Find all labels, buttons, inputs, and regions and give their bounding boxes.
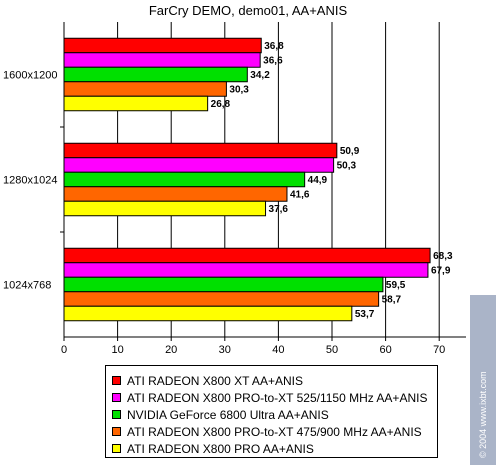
data-label: 50,9 <box>340 146 360 157</box>
bars <box>63 37 431 322</box>
x-tick-label: 0 <box>61 344 67 356</box>
bar <box>63 171 306 188</box>
legend-label: ATI RADEON X800 PRO-to-XT 525/1150 MHz A… <box>127 390 428 405</box>
data-label: 30,3 <box>229 85 249 96</box>
bar <box>63 37 262 54</box>
bar <box>63 305 353 322</box>
legend-swatch <box>112 427 121 436</box>
legend-swatch <box>112 393 121 402</box>
data-label: 58,7 <box>382 295 402 306</box>
bar <box>63 200 267 217</box>
legend: ATI RADEON X800 XT AA+ANIS ATI RADEON X80… <box>105 365 438 458</box>
bar <box>63 247 431 264</box>
x-tick-label: 40 <box>272 344 284 356</box>
data-label: 36,8 <box>264 41 284 52</box>
category-label: 1280x1024 <box>3 175 57 187</box>
chart-title: FarCry DEMO, demo01, AA+ANIS <box>149 3 348 18</box>
legend-item: ATI RADEON X800 PRO-to-XT 525/1150 MHz A… <box>112 389 437 406</box>
category-label: 1024x768 <box>3 280 51 292</box>
legend-item: ATI RADEON X800 PRO AA+ANIS <box>112 440 437 457</box>
x-tick-label: 30 <box>219 344 231 356</box>
x-tick-label: 20 <box>165 344 177 356</box>
watermark-text: © 2004 www.ixbt.com <box>478 371 488 458</box>
data-label: 26,8 <box>211 99 231 110</box>
data-label: 34,2 <box>250 70 270 81</box>
bar <box>63 66 248 83</box>
bar <box>63 142 338 159</box>
category-label: 1600x1200 <box>3 70 57 82</box>
bar <box>63 291 380 307</box>
legend-item: NVIDIA GeForce 6800 Ultra AA+ANIS <box>112 406 437 423</box>
data-label: 50,3 <box>337 161 357 172</box>
x-tick-label: 50 <box>326 344 338 356</box>
data-label: 37,6 <box>269 204 289 215</box>
data-label: 53,7 <box>355 309 375 320</box>
watermark-strip <box>470 295 496 465</box>
legend-label: ATI RADEON X800 PRO AA+ANIS <box>127 441 314 456</box>
bar <box>63 95 209 112</box>
bar <box>63 157 335 173</box>
x-tick-label: 70 <box>433 344 445 356</box>
legend-swatch <box>112 376 121 385</box>
data-label: 44,9 <box>308 175 328 186</box>
legend-swatch <box>112 444 121 453</box>
bar <box>63 276 384 293</box>
x-tick-label: 60 <box>379 344 391 356</box>
data-label: 41,6 <box>290 190 310 201</box>
x-tick-label: 10 <box>111 344 123 356</box>
data-label: 68,3 <box>433 251 453 262</box>
data-label: 36,6 <box>263 56 283 67</box>
data-label: 59,5 <box>386 280 406 291</box>
labels: 0 10 20 30 40 50 60 70 1600x1200 36,8 36,6 34,230,3… <box>3 41 453 356</box>
legend-label: NVIDIA GeForce 6800 Ultra AA+ANIS <box>127 407 329 422</box>
bar <box>63 81 227 97</box>
data-label: 67,9 <box>431 266 451 277</box>
legend-item: ATI RADEON X800 XT AA+ANIS <box>112 372 437 389</box>
legend-label: ATI RADEON X800 PRO-to-XT 475/900 MHz AA… <box>127 424 422 439</box>
legend-swatch <box>112 410 121 419</box>
bar <box>63 262 429 278</box>
legend-label: ATI RADEON X800 XT AA+ANIS <box>127 373 303 388</box>
legend-item: ATI RADEON X800 PRO-to-XT 475/900 MHz AA… <box>112 423 437 440</box>
bar <box>63 52 261 68</box>
bar <box>63 186 288 202</box>
axes <box>60 22 466 341</box>
